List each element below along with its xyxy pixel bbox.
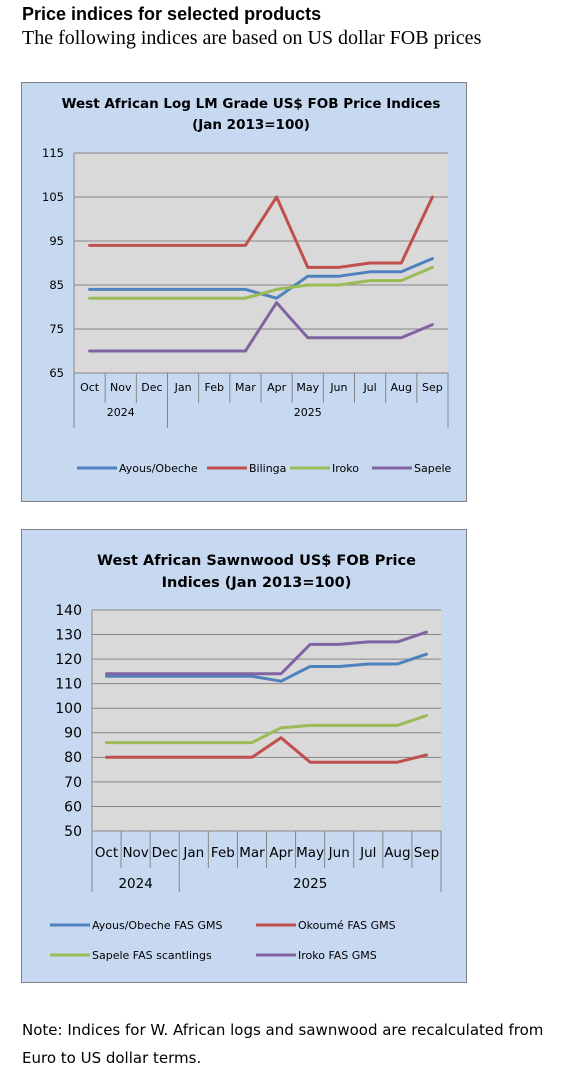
legend-label: Ayous/Obeche xyxy=(119,462,198,475)
x-tick-label: Feb xyxy=(211,845,235,861)
x-tick-label: May xyxy=(296,381,319,394)
x-tick-label: Aug xyxy=(384,845,410,861)
y-tick-label: 90 xyxy=(64,726,82,742)
legend-label: Sapele FAS scantlings xyxy=(92,949,212,962)
y-tick-label: 70 xyxy=(64,775,82,791)
sawnwood-price-chart: West African Sawnwood US$ FOB Price Indic… xyxy=(21,529,467,983)
y-tick-label: 75 xyxy=(49,322,64,336)
series-line xyxy=(105,630,428,676)
x-tick-label: Jan xyxy=(182,845,204,861)
y-tick-label: 80 xyxy=(64,750,82,766)
y-tick-label: 50 xyxy=(64,824,82,840)
x-tick-label: Dec xyxy=(141,381,162,394)
y-tick-label: 65 xyxy=(49,366,64,380)
log-price-chart-svg: West African Log LM Grade US$ FOB Price … xyxy=(42,96,452,475)
year-group-label: 2025 xyxy=(293,876,327,892)
legend-label: Sapele xyxy=(414,462,452,475)
legend-label: Bilinga xyxy=(249,462,286,475)
x-tick-label: Oct xyxy=(95,845,118,861)
log-price-chart: West African Log LM Grade US$ FOB Price … xyxy=(21,82,467,502)
x-tick-label: Jan xyxy=(174,381,192,394)
x-tick-label: Mar xyxy=(239,845,265,861)
sawnwood-price-chart-svg: West African Sawnwood US$ FOB Price Indic… xyxy=(50,553,442,962)
x-tick-label: Feb xyxy=(205,381,224,394)
x-tick-label: Sep xyxy=(422,381,443,394)
y-tick-label: 85 xyxy=(49,278,64,292)
x-tick-label: May xyxy=(296,845,324,861)
x-tick-label: Nov xyxy=(110,381,132,394)
legend-label: Okoumé FAS GMS xyxy=(298,919,396,932)
y-tick-label: 140 xyxy=(55,603,82,619)
year-group-label: 2024 xyxy=(118,876,152,892)
y-tick-label: 120 xyxy=(55,652,82,668)
year-group-label: 2024 xyxy=(107,406,135,419)
series-line xyxy=(105,652,428,683)
y-tick-label: 95 xyxy=(49,234,64,248)
year-group-label: 2025 xyxy=(294,406,322,419)
chart-title: Indices (Jan 2013=100) xyxy=(162,575,352,591)
chart-title: (Jan 2013=100) xyxy=(192,117,310,133)
chart-title: West African Sawnwood US$ FOB Price xyxy=(97,553,416,569)
chart-title: West African Log LM Grade US$ FOB Price … xyxy=(62,96,441,112)
x-tick-label: Jun xyxy=(328,845,350,861)
x-tick-label: Mar xyxy=(235,381,256,394)
y-tick-label: 60 xyxy=(64,799,82,815)
x-tick-label: Sep xyxy=(414,845,439,861)
x-tick-label: Apr xyxy=(267,381,287,394)
page-heading: Price indices for selected products xyxy=(22,4,322,24)
plot-area xyxy=(92,610,441,831)
x-tick-label: Nov xyxy=(122,845,148,861)
y-tick-label: 115 xyxy=(42,146,64,160)
x-tick-label: Aug xyxy=(391,381,412,394)
x-tick-label: Dec xyxy=(152,845,178,861)
x-tick-label: Jun xyxy=(329,381,347,394)
x-tick-label: Jul xyxy=(362,381,376,394)
series-line xyxy=(88,195,434,269)
y-tick-label: 105 xyxy=(42,190,64,204)
y-tick-label: 100 xyxy=(55,701,82,717)
x-tick-label: Oct xyxy=(80,381,100,394)
legend-label: Iroko xyxy=(332,462,359,475)
y-tick-label: 110 xyxy=(55,677,82,693)
series-line xyxy=(88,265,434,300)
x-tick-label: Apr xyxy=(269,845,293,861)
legend-label: Ayous/Obeche FAS GMS xyxy=(92,919,222,932)
series-line xyxy=(105,714,428,745)
series-line xyxy=(105,736,428,764)
x-tick-label: Jul xyxy=(359,845,376,861)
y-tick-label: 130 xyxy=(55,627,82,643)
legend-label: Iroko FAS GMS xyxy=(298,949,377,962)
page-subheading: The following indices are based on US do… xyxy=(22,27,482,49)
series-line xyxy=(88,301,434,353)
footnote: Note: Indices for W. African logs and sa… xyxy=(22,1021,544,1067)
